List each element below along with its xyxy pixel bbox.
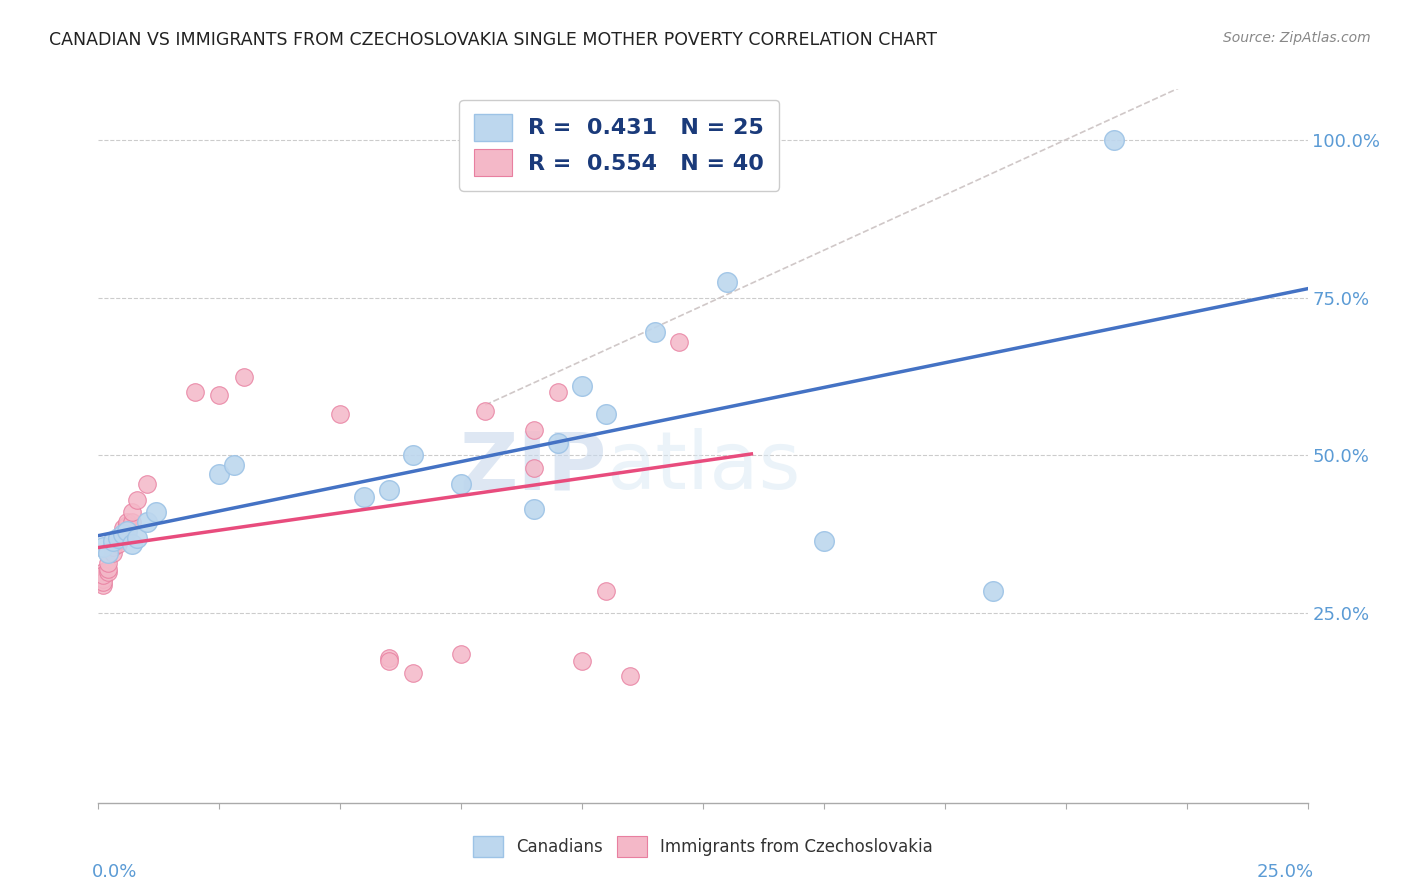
Point [91, 566, 114, 580]
Point [107, 531, 129, 545]
Point [668, 334, 690, 349]
Point [474, 404, 496, 418]
Point [121, 537, 143, 551]
Point [97, 556, 120, 570]
Text: Source: ZipAtlas.com: Source: ZipAtlas.com [1223, 31, 1371, 45]
Point [91, 572, 114, 586]
Point [97, 546, 120, 560]
Point [1102, 133, 1125, 147]
Text: 25.0%: 25.0% [1257, 863, 1313, 881]
Point [523, 502, 546, 516]
Point [101, 546, 124, 560]
Point [222, 458, 245, 472]
Point [121, 505, 143, 519]
Point [981, 584, 1004, 599]
Point [377, 483, 399, 498]
Point [111, 527, 134, 541]
Point [87, 574, 110, 589]
Point [97, 566, 120, 580]
Point [353, 490, 375, 504]
Point [716, 275, 738, 289]
Point [135, 476, 157, 491]
Point [127, 492, 149, 507]
Point [91, 574, 114, 589]
Point [111, 527, 134, 541]
Point [450, 476, 472, 491]
Point [402, 666, 425, 681]
Point [571, 379, 593, 393]
Point [117, 524, 139, 539]
Point [87, 572, 110, 586]
Point [329, 408, 352, 422]
Point [208, 388, 231, 402]
Text: ZIP: ZIP [458, 428, 606, 507]
Point [402, 449, 425, 463]
Point [571, 654, 593, 668]
Text: atlas: atlas [606, 428, 800, 507]
Point [121, 515, 143, 529]
Point [101, 533, 124, 548]
Point [644, 326, 666, 340]
Point [450, 648, 472, 662]
Text: 0.0%: 0.0% [93, 863, 138, 881]
Point [232, 369, 254, 384]
Point [91, 540, 114, 554]
Point [619, 669, 641, 683]
Point [377, 650, 399, 665]
Point [127, 531, 149, 545]
Point [117, 517, 139, 532]
Point [184, 385, 207, 400]
Point [716, 133, 738, 147]
Point [377, 654, 399, 668]
Legend: Canadians, Immigrants from Czechoslovakia: Canadians, Immigrants from Czechoslovaki… [465, 828, 941, 866]
Point [547, 385, 569, 400]
Point [595, 408, 617, 422]
Point [91, 578, 114, 592]
Point [523, 461, 546, 475]
Point [145, 505, 167, 519]
Point [111, 521, 134, 535]
Point [813, 533, 835, 548]
Point [595, 584, 617, 599]
Point [107, 533, 129, 548]
Point [91, 568, 114, 582]
Point [208, 467, 231, 482]
Text: CANADIAN VS IMMIGRANTS FROM CZECHOSLOVAKIA SINGLE MOTHER POVERTY CORRELATION CHA: CANADIAN VS IMMIGRANTS FROM CZECHOSLOVAK… [49, 31, 938, 49]
Point [523, 423, 546, 437]
Point [135, 515, 157, 529]
Point [547, 435, 569, 450]
Point [101, 540, 124, 554]
Point [117, 524, 139, 539]
Point [97, 562, 120, 576]
Point [117, 515, 139, 529]
Point [107, 537, 129, 551]
